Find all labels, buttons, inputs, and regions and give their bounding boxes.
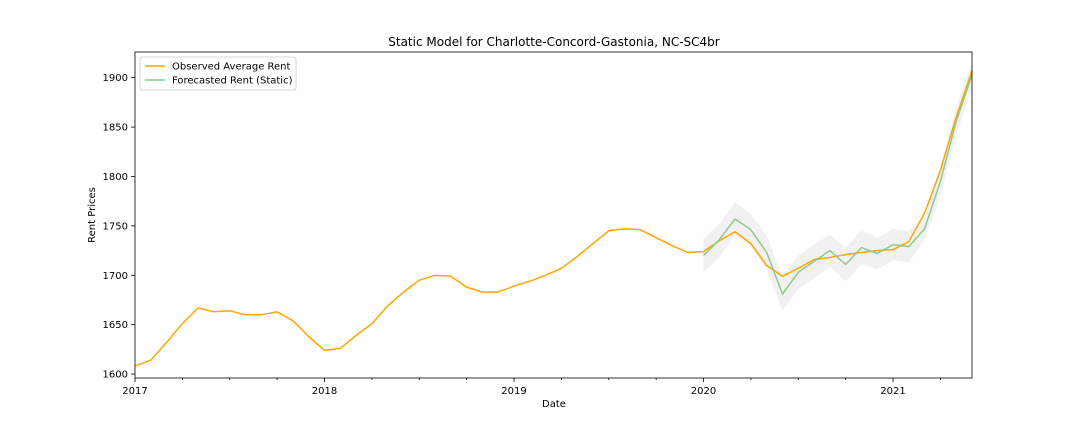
- confidence-band-group: [703, 61, 972, 311]
- series-line-1: [702, 74, 973, 295]
- y-tick-label: 1850: [103, 123, 128, 134]
- x-tick-label: 2017: [122, 386, 147, 397]
- y-tick-label: 1900: [103, 73, 128, 84]
- plot-area: [134, 51, 973, 379]
- chart-title: Static Model for Charlotte-Concord-Gasto…: [388, 35, 720, 49]
- y-tick-label: 1750: [103, 221, 128, 232]
- series-line-0: [134, 70, 973, 367]
- legend-label-observed: Observed Average Rent: [172, 62, 291, 73]
- plot-frame: [134, 51, 973, 379]
- legend-box: [139, 56, 297, 91]
- y-axis-label: Rent Prices: [87, 187, 98, 243]
- y-tick-label: 1600: [103, 370, 128, 381]
- legend-label-forecast: Forecasted Rent (Static): [172, 76, 293, 87]
- series-lines: [134, 70, 973, 367]
- legend: Observed Average Rent Forecasted Rent (S…: [139, 56, 297, 91]
- x-tick-label: 2021: [880, 386, 905, 397]
- y-axis: 1600 1650 1700 1750 1800 1850 1900: [103, 73, 135, 381]
- confidence-band-1: [703, 61, 972, 311]
- y-tick-label: 1700: [103, 271, 128, 282]
- x-axis: 2017 2018 2019 2020 2021: [122, 378, 941, 397]
- y-tick-label: 1650: [103, 320, 128, 331]
- x-tick-label: 2020: [691, 386, 716, 397]
- x-axis-label: Date: [542, 399, 566, 410]
- x-tick-label: 2019: [501, 386, 526, 397]
- x-tick-label: 2018: [312, 386, 337, 397]
- y-tick-label: 1800: [103, 172, 128, 183]
